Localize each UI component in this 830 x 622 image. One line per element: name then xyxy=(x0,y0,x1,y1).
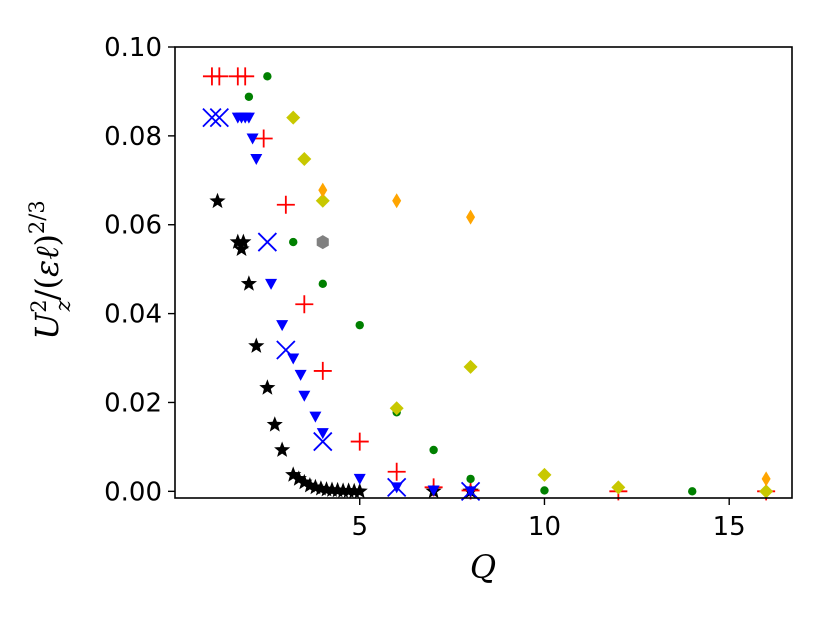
plus-marker xyxy=(236,67,255,86)
x-tick-label: 15 xyxy=(713,512,746,542)
circle-marker xyxy=(244,92,254,101)
y-axis-label: U2z/(εℓ)2/3 xyxy=(25,200,75,339)
triangle-down-marker xyxy=(276,320,289,332)
diamond-marker xyxy=(286,110,301,125)
x-marker xyxy=(202,108,222,128)
star-marker xyxy=(351,482,368,499)
plus-marker xyxy=(313,361,332,380)
x-marker xyxy=(209,108,229,128)
circle-marker xyxy=(263,72,272,81)
hexagon-marker xyxy=(316,235,329,250)
circle-marker xyxy=(429,445,438,455)
plus-marker xyxy=(276,195,295,214)
triangle-down-marker xyxy=(287,353,300,365)
diamond-marker xyxy=(297,151,312,166)
y-tick-label: 0.04 xyxy=(104,300,162,330)
circle-marker xyxy=(289,237,298,247)
triangle-down-marker xyxy=(265,278,278,290)
x-marker xyxy=(257,232,278,252)
star-marker xyxy=(274,441,291,457)
diamond-marker xyxy=(759,484,774,499)
x-tick-label: 5 xyxy=(351,512,368,542)
triangle-down-marker xyxy=(242,112,255,124)
thin-diamond-marker xyxy=(318,182,328,198)
x-marker xyxy=(387,477,407,497)
x-marker xyxy=(276,340,296,360)
star-marker xyxy=(266,416,283,432)
plus-marker xyxy=(387,462,406,481)
x-axis-ticks: 5 10 15 xyxy=(351,498,746,542)
diamond-marker xyxy=(315,193,330,208)
plus-marker xyxy=(350,432,369,451)
circle-marker xyxy=(540,486,549,495)
diamond-marker xyxy=(389,401,404,416)
star-marker xyxy=(296,473,313,490)
star-marker xyxy=(209,192,226,209)
circle-marker xyxy=(355,320,364,330)
triangle-down-marker xyxy=(246,133,259,145)
diamond-marker xyxy=(463,359,478,374)
star-marker xyxy=(259,379,276,395)
triangle-down-marker xyxy=(250,153,263,165)
thin-diamond-marker xyxy=(392,193,402,209)
y-tick-label: 0.00 xyxy=(104,477,162,507)
triangle-down-marker xyxy=(353,473,366,485)
y-axis-ticks: 0.00 0.02 0.04 0.06 0.08 0.10 xyxy=(104,33,175,507)
plus-marker xyxy=(295,295,314,314)
y-tick-label: 0.06 xyxy=(104,211,162,241)
svg-text:U2z/(εℓ)2/3: U2z/(εℓ)2/3 xyxy=(25,200,75,339)
star-marker xyxy=(285,466,302,482)
x-tick-label: 10 xyxy=(528,512,561,542)
circle-marker xyxy=(318,279,327,289)
triangle-down-marker xyxy=(298,390,311,402)
x-marker xyxy=(313,431,333,452)
thin-diamond-marker xyxy=(761,471,771,487)
triangle-down-marker xyxy=(309,411,322,423)
star-marker xyxy=(290,470,307,486)
plus-marker xyxy=(210,67,229,86)
y-tick-label: 0.02 xyxy=(104,388,162,418)
y-tick-label: 0.10 xyxy=(104,33,162,63)
diamond-marker xyxy=(537,467,552,482)
chart-marks xyxy=(202,67,776,501)
circle-marker xyxy=(466,474,475,484)
y-tick-label: 0.08 xyxy=(104,122,162,152)
triangle-down-marker xyxy=(316,428,329,440)
diamond-marker xyxy=(611,480,626,495)
thin-diamond-marker xyxy=(466,209,476,225)
x-axis-label: Q xyxy=(470,548,496,586)
triangle-down-marker xyxy=(427,485,440,497)
star-marker xyxy=(248,337,265,353)
triangle-down-marker xyxy=(294,369,307,381)
circle-marker xyxy=(688,487,697,496)
star-marker xyxy=(235,233,252,249)
plus-marker xyxy=(254,129,273,148)
star-marker xyxy=(233,240,250,256)
plot-frame xyxy=(174,46,793,499)
star-marker xyxy=(240,275,257,291)
